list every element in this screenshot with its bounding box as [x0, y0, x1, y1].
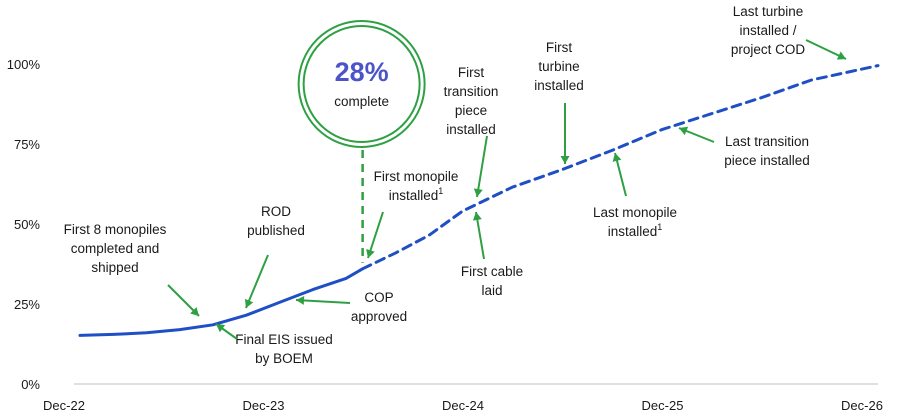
- annotation-cop-approved: COP approved: [295, 290, 407, 324]
- y-tick-label: 25%: [14, 297, 40, 312]
- x-tick-label: Dec-24: [442, 398, 484, 413]
- annotation-arrow: [476, 135, 488, 198]
- milestone-annotations: First 8 monopiles completed and shipped ROD…: [64, 4, 847, 366]
- arrowhead: [836, 51, 846, 60]
- annotation-text: COP: [364, 290, 393, 305]
- annotation-text: shipped: [91, 260, 138, 275]
- annotation-text: installed1: [389, 186, 444, 203]
- arrowhead: [473, 188, 483, 197]
- annotation-arrow: [295, 299, 351, 304]
- footnote-marker: 1: [438, 186, 443, 196]
- progress-percent: 28%: [335, 57, 389, 87]
- annotation-text: installed /: [739, 23, 796, 38]
- annotation-text: Last turbine: [733, 4, 804, 19]
- annotation-text: installed: [446, 122, 496, 137]
- annotation-text: turbine: [538, 59, 579, 74]
- annotation-text: First monopile: [374, 169, 459, 184]
- arrowhead: [296, 295, 305, 305]
- annotation-last-monopile: Last monopile installed1: [593, 152, 677, 239]
- annotation-text: Last monopile: [593, 205, 677, 220]
- annotation-text: installed: [534, 78, 584, 93]
- annotation-text: Last transition: [725, 134, 809, 149]
- progress-ring-inner: [302, 25, 421, 143]
- arrowhead: [244, 298, 254, 308]
- progress-ring-outer: [297, 20, 426, 148]
- projected-progress-line: [361, 64, 880, 271]
- annotation-text: by BOEM: [255, 351, 313, 366]
- annotation-text: First: [458, 65, 484, 80]
- annotation-last-turbine: Last turbine installed / project COD: [731, 4, 847, 60]
- arrowhead: [472, 212, 482, 221]
- actual-progress-line: [78, 267, 365, 337]
- annotation-text: project COD: [731, 42, 806, 57]
- x-tick-label: Dec-22: [43, 398, 85, 413]
- progress-label: complete: [334, 94, 389, 109]
- annotation-text: ROD: [261, 204, 291, 219]
- x-tick-label: Dec-25: [642, 398, 684, 413]
- arrowhead: [216, 324, 226, 333]
- annotation-text: laid: [481, 283, 502, 298]
- annotation-text: piece installed: [724, 153, 810, 168]
- arrowhead: [679, 126, 689, 136]
- annotation-text: piece: [455, 103, 487, 118]
- annotation-last-transition-piece: Last transition piece installed: [678, 126, 810, 168]
- annotation-text: First cable: [461, 264, 523, 279]
- arrowhead: [190, 307, 199, 316]
- series-lines: [78, 64, 880, 337]
- arrowhead: [612, 153, 622, 162]
- x-tick-label: Dec-23: [243, 398, 285, 413]
- annotation-first-cable: First cable laid: [461, 211, 523, 298]
- annotation-text: published: [247, 223, 305, 238]
- annotation-arrow: [245, 254, 269, 309]
- progress-marker: 28% complete: [297, 20, 426, 263]
- annotation-text: First: [546, 40, 572, 55]
- annotation-text: transition: [444, 84, 499, 99]
- annotation-final-eis: Final EIS issued by BOEM: [215, 323, 333, 366]
- y-tick-label: 100%: [7, 57, 41, 72]
- annotation-text: First 8 monopiles: [64, 222, 167, 237]
- annotation-text: approved: [351, 309, 407, 324]
- annotation-rod-published: ROD published: [244, 204, 305, 309]
- axes: 0% 25% 50% 75% 100% Dec-22 Dec-23 Dec-24 Dec-25 D…: [7, 57, 883, 413]
- annotation-first-turbine: First turbine installed: [534, 40, 584, 164]
- arrowhead: [560, 156, 570, 164]
- footnote-marker: 1: [657, 222, 662, 232]
- arrowhead: [366, 248, 375, 258]
- annotation-arrow: [367, 211, 384, 259]
- annotation-text: completed and: [71, 241, 160, 256]
- annotation-text: Final EIS issued: [235, 332, 333, 347]
- annotation-first-monopile: First monopile installed1: [366, 169, 459, 259]
- y-tick-label: 75%: [14, 137, 40, 152]
- annotation-text: installed1: [608, 222, 663, 239]
- x-tick-label: Dec-26: [841, 398, 883, 413]
- annotation-first-8-monopiles: First 8 monopiles completed and shipped: [64, 222, 200, 317]
- y-tick-label: 0%: [21, 377, 40, 392]
- annotation-first-transition-piece: First transition piece installed: [444, 65, 499, 198]
- y-tick-label: 50%: [14, 217, 40, 232]
